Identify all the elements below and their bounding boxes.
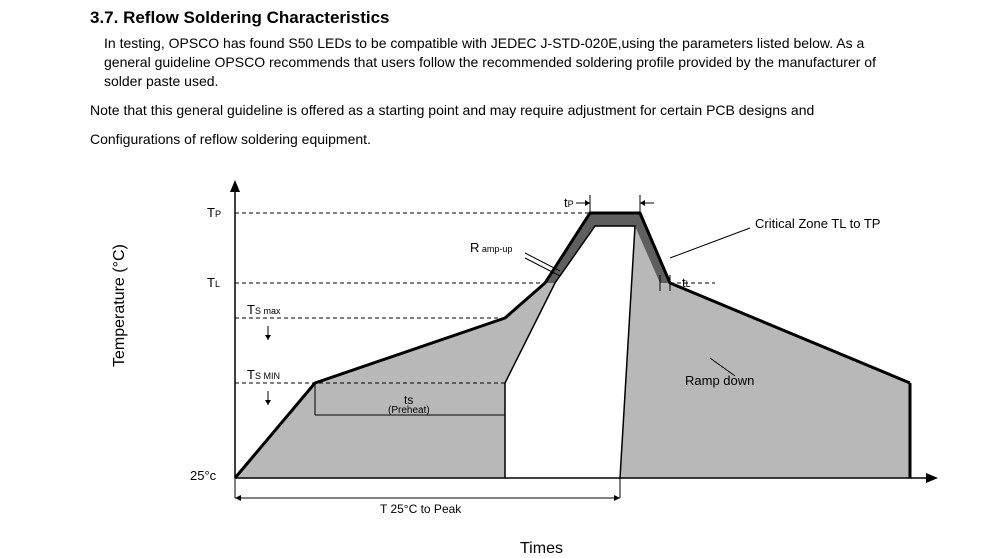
label-critical-zone: Critical Zone TL to TP — [755, 216, 880, 231]
paragraph-3: Configurations of reflow soldering equip… — [90, 130, 910, 149]
label-tsmax-y: TS max — [247, 302, 280, 317]
label-tsmin-y: TS MIN — [247, 367, 280, 382]
label-tp-top: tP — [564, 195, 574, 210]
y-axis-label: Temperature (°C) — [111, 245, 129, 368]
label-25c: 25°c — [190, 468, 216, 483]
label-ramp-down: Ramp down — [685, 373, 754, 388]
reflow-profile-chart: Temperature (°C) Times TPTLTS maxTS MIN2… — [130, 158, 950, 558]
paragraph-2: Note that this general guideline is offe… — [90, 101, 910, 120]
label-tl-right: tL — [682, 275, 691, 290]
label-ramp-up: R amp-up — [470, 240, 512, 255]
paragraph-1: In testing, OPSCO has found S50 LEDs to … — [90, 34, 910, 91]
section-title: 3.7. Reflow Soldering Characteristics — [90, 8, 910, 28]
label-t25-peak: T 25°C to Peak — [380, 502, 461, 516]
label-tp-y: TP — [207, 205, 221, 220]
label-preheat: (Preheat) — [388, 405, 430, 416]
x-axis-label: Times — [520, 540, 563, 558]
label-tl-y: TL — [207, 275, 220, 290]
